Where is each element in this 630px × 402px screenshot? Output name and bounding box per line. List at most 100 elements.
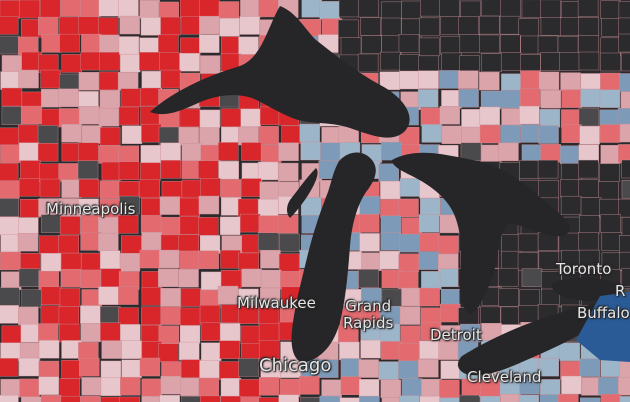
county [401,217,422,236]
county [0,394,19,402]
county [118,161,140,180]
county [420,107,442,127]
county [280,271,301,290]
county [618,33,630,53]
county [500,306,522,326]
county [340,376,362,395]
county [578,17,599,36]
county [77,160,99,179]
county [578,179,599,198]
county [121,359,142,378]
county [299,123,320,143]
county [240,325,262,345]
county [198,250,219,270]
county [538,179,559,199]
county [99,180,121,199]
county [100,306,121,325]
county [0,287,20,306]
county [340,358,362,377]
county [600,145,621,164]
county [339,397,361,402]
county [220,108,242,127]
county [521,144,543,163]
county [98,286,119,305]
county [440,16,461,35]
county [497,267,519,287]
county [160,142,181,162]
county [421,271,442,290]
county [119,396,140,402]
county [418,251,440,270]
county [578,51,600,71]
county [259,287,281,307]
county [440,303,461,323]
county [240,213,261,233]
county [219,216,241,236]
county [359,196,380,215]
county [98,0,119,17]
county [240,108,261,128]
county [58,108,80,127]
county [359,395,380,402]
county [19,378,40,398]
county [600,214,621,233]
county [61,54,82,73]
county [100,322,121,341]
county [340,37,362,56]
county [0,198,19,217]
county [0,127,19,147]
county [419,17,440,37]
county [438,341,459,360]
county [180,288,202,307]
county [320,142,341,161]
county [140,145,162,164]
county [178,234,199,253]
county [118,0,139,18]
county [41,34,62,53]
county [399,395,420,402]
county [359,233,380,252]
county [59,378,81,397]
county [258,0,279,18]
county [198,217,219,236]
county [600,72,621,92]
city-label-grand-rapids: Grand Rapids [343,297,393,333]
county [238,126,259,146]
county [78,342,99,361]
county [540,144,561,163]
county [40,69,61,89]
county [439,268,461,287]
county [198,160,219,180]
county [619,123,630,143]
county [520,54,541,73]
county [537,159,559,179]
county [158,268,179,288]
county [38,16,59,36]
county [319,395,340,402]
county [0,234,21,253]
county [178,126,199,146]
county [459,34,481,53]
county [18,357,40,377]
county [18,124,39,144]
county [481,0,503,17]
county [358,269,379,288]
county [358,0,379,18]
county [99,34,120,54]
county [278,162,299,182]
county [0,251,21,271]
county [160,69,182,89]
county [220,250,241,269]
county [258,397,279,402]
county [461,126,482,146]
county [560,72,581,91]
county [0,305,19,324]
county [40,395,62,402]
county [398,253,419,273]
county [538,71,560,91]
county [59,33,80,53]
county [241,178,262,197]
county [520,88,541,107]
county [121,125,143,144]
